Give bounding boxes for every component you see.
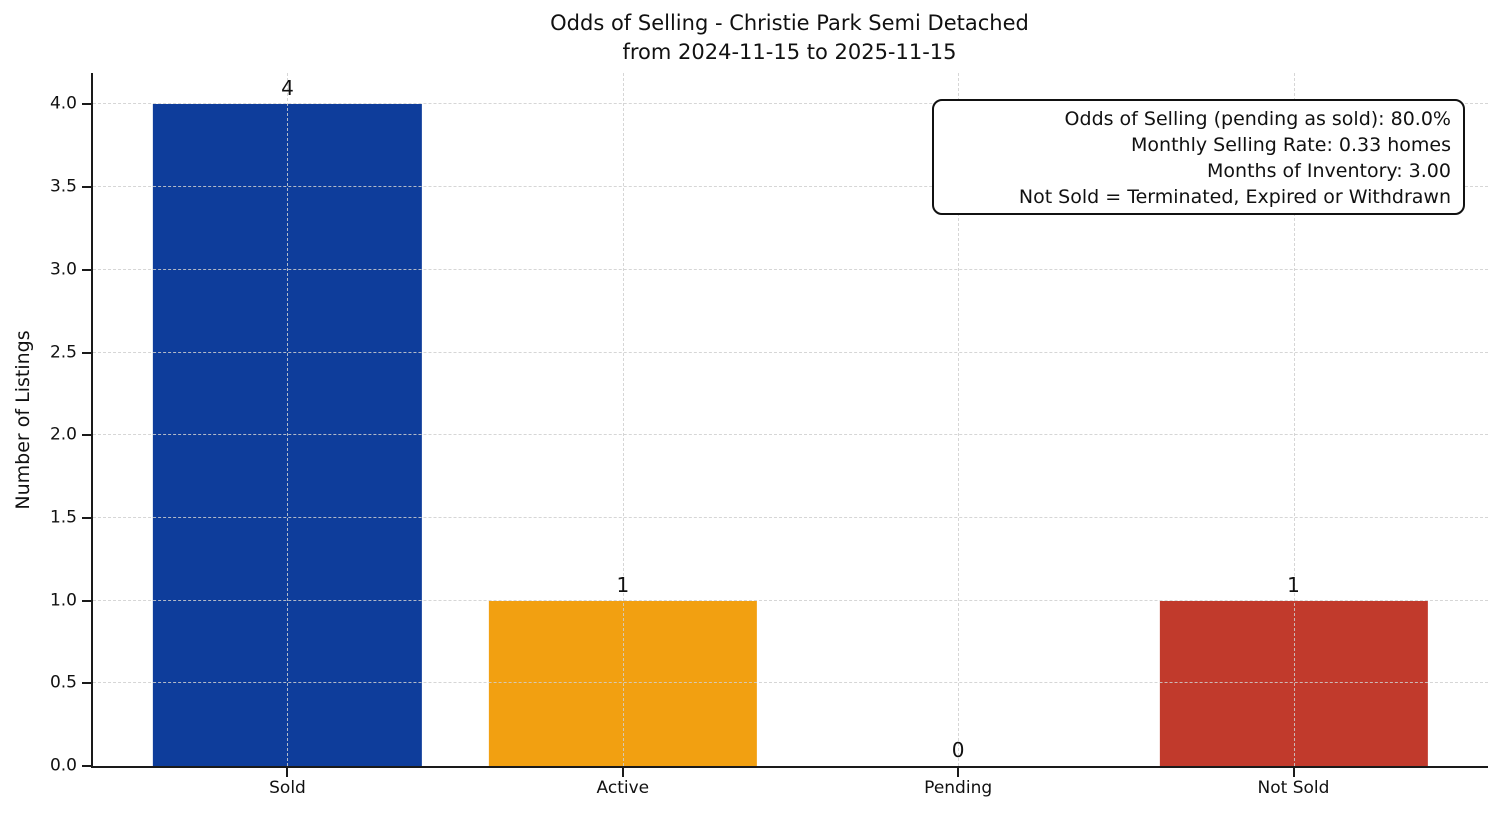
y-tick-label: 4.0	[49, 93, 77, 114]
bar-value-label-pending: 0	[951, 738, 965, 762]
plot-area: 0.0 0.5 1.0 1.5 2.0 2.5 3.0 3.5 4.0 Sold Active Pen…	[50, 73, 1488, 798]
x-tick-label-not-sold: Not Sold	[1257, 778, 1330, 798]
chart-subtitle: from 2024-11-15 to 2025-11-15	[622, 40, 957, 64]
y-tick	[82, 103, 91, 106]
horizontal-gridline	[93, 682, 1488, 684]
y-tick	[82, 516, 91, 519]
horizontal-gridline	[93, 103, 1488, 105]
x-tick	[621, 768, 624, 777]
bar-value-label-sold: 4	[281, 76, 294, 101]
y-tick	[82, 599, 91, 602]
annotation-line-odds: Odds of Selling (pending as sold): 80.0%	[1064, 108, 1451, 130]
horizontal-gridline	[93, 434, 1488, 436]
y-tick-label: 3.0	[49, 259, 77, 280]
chart-title: Odds of Selling - Christie Park Semi Det…	[550, 11, 1029, 35]
vertical-gridline	[958, 73, 960, 766]
horizontal-gridline	[93, 186, 1488, 188]
horizontal-gridline	[93, 268, 1488, 270]
annotation-line-monthly-rate: Monthly Selling Rate: 0.33 homes	[1131, 134, 1451, 156]
y-axis-label: Number of Listings	[12, 330, 34, 510]
horizontal-gridline	[93, 516, 1488, 518]
y-tick	[82, 268, 91, 271]
x-tick-label-active: Active	[596, 778, 650, 798]
x-tick	[286, 768, 289, 777]
y-tick-label: 3.5	[49, 176, 77, 197]
annotation-line-not-sold-definition: Not Sold = Terminated, Expired or Withdr…	[1018, 186, 1451, 208]
x-tick	[1292, 768, 1295, 777]
horizontal-gridline	[93, 351, 1488, 353]
y-tick-label: 1.5	[49, 507, 77, 528]
vertical-gridline	[287, 73, 289, 766]
y-tick-label: 0.0	[49, 755, 77, 776]
x-tick	[957, 768, 960, 777]
y-tick-label: 2.5	[49, 342, 77, 363]
bar-value-label-active: 1	[616, 572, 630, 597]
y-tick	[82, 682, 91, 685]
y-tick	[82, 186, 91, 189]
annotation-line-months-inventory: Months of Inventory: 3.00	[1207, 160, 1451, 182]
y-tick	[82, 434, 91, 437]
y-tick	[82, 351, 91, 354]
vertical-gridline	[1293, 73, 1295, 766]
y-tick	[82, 765, 91, 767]
stats-annotation-box: Odds of Selling (pending as sold): 80.0%…	[932, 99, 1465, 215]
y-tick-label: 0.5	[49, 672, 77, 693]
vertical-gridline	[622, 73, 624, 766]
y-tick-label: 2.0	[49, 424, 77, 445]
x-tick-label-sold: Sold	[269, 778, 306, 798]
horizontal-gridline	[93, 599, 1488, 601]
y-tick-label: 1.0	[49, 590, 77, 611]
x-tick-label-pending: Pending	[924, 778, 993, 798]
bar-value-label-not-sold: 1	[1287, 572, 1300, 597]
